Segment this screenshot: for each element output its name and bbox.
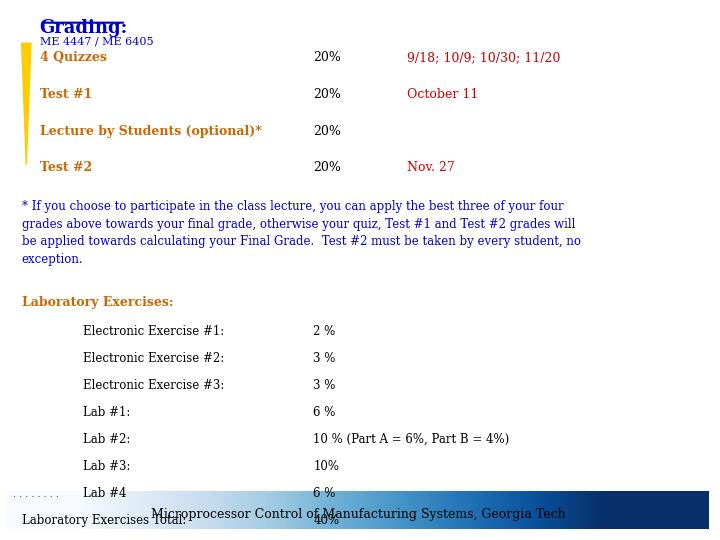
- Text: 2 %: 2 %: [313, 325, 336, 338]
- Text: Laboratory Exercises:: Laboratory Exercises:: [22, 296, 173, 309]
- Polygon shape: [22, 43, 31, 165]
- Text: 20%: 20%: [313, 161, 341, 174]
- Text: 20%: 20%: [313, 51, 341, 64]
- Text: 10 % (Part A = 6%, Part B = 4%): 10 % (Part A = 6%, Part B = 4%): [313, 433, 510, 446]
- Text: 9/18; 10/9; 10/30; 11/20: 9/18; 10/9; 10/30; 11/20: [407, 51, 560, 64]
- Text: Lab #3:: Lab #3:: [83, 460, 130, 472]
- Text: Test #1: Test #1: [40, 88, 92, 101]
- Text: Lab #1:: Lab #1:: [83, 406, 130, 419]
- Text: Grading:: Grading:: [40, 19, 128, 37]
- Text: October 11: October 11: [407, 88, 478, 101]
- Text: Electronic Exercise #1:: Electronic Exercise #1:: [83, 325, 224, 338]
- Text: Laboratory Exercises Total:: Laboratory Exercises Total:: [22, 514, 186, 526]
- Text: Test #2: Test #2: [40, 161, 92, 174]
- Text: 3 %: 3 %: [313, 352, 336, 365]
- Text: 10%: 10%: [313, 460, 339, 472]
- Text: * If you choose to participate in the class lecture, you can apply the best thre: * If you choose to participate in the cl…: [22, 200, 580, 266]
- Text: 6 %: 6 %: [313, 487, 336, 500]
- Text: 4 Quizzes: 4 Quizzes: [40, 51, 107, 64]
- Text: 20%: 20%: [313, 88, 341, 101]
- Text: ME 4447 / ME 6405: ME 4447 / ME 6405: [40, 36, 153, 46]
- Text: 6 %: 6 %: [313, 406, 336, 419]
- Text: 20%: 20%: [313, 125, 341, 138]
- Text: Electronic Exercise #2:: Electronic Exercise #2:: [83, 352, 224, 365]
- Text: Lab #2:: Lab #2:: [83, 433, 130, 446]
- Text: Electronic Exercise #3:: Electronic Exercise #3:: [83, 379, 224, 392]
- Text: 40%: 40%: [313, 514, 339, 526]
- Text: Lecture by Students (optional)*: Lecture by Students (optional)*: [40, 125, 261, 138]
- Text: Lab #4: Lab #4: [83, 487, 126, 500]
- Text: . . . . . . . .: . . . . . . . .: [13, 489, 59, 499]
- Text: Nov. 27: Nov. 27: [407, 161, 454, 174]
- Text: 3 %: 3 %: [313, 379, 336, 392]
- Text: Microprocessor Control of Manufacturing Systems, Georgia Tech: Microprocessor Control of Manufacturing …: [151, 508, 565, 521]
